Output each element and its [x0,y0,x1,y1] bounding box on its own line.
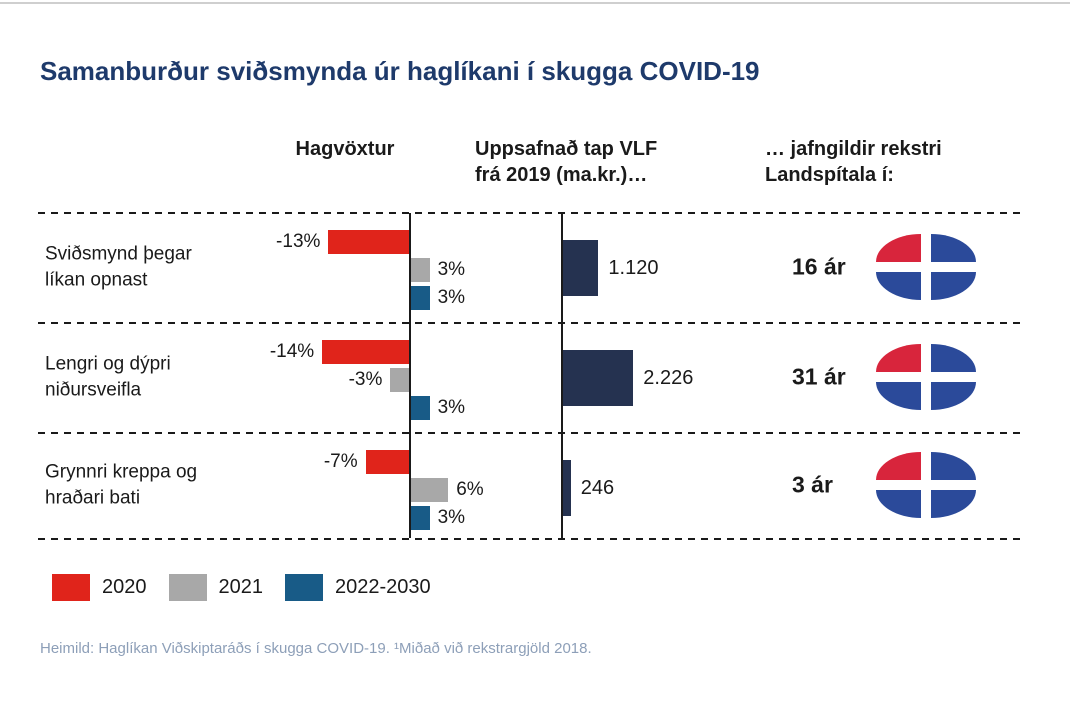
growth-value-2021: 6% [456,479,484,500]
growth-value-2021: -3% [348,369,383,390]
legend-item-2022-2030: 2022-2030 [285,574,431,601]
growth-bar-2022-2030 [411,506,430,530]
growth-bar-group-2021: 3% [411,258,465,282]
growth-value-2020: -13% [276,231,321,252]
legend-label: 2022-2030 [335,576,431,598]
growth-bar-2022-2030 [411,396,430,420]
growth-bar-2021 [411,258,430,282]
growth-bar-2021 [411,478,449,502]
logo-petal-blue-icon [931,272,976,300]
loss-bar [563,350,634,406]
legend-swatch-blue [285,574,323,601]
dashed-separator [38,322,1022,324]
column-header-equivalent: … jafngildir rekstri Landspítala í: [765,138,942,186]
equivalent-years-value: 31 ár [792,363,846,390]
dashed-separator [38,432,1022,434]
growth-bar-group-2021: 6% [411,478,484,502]
logo-petal-blue-icon [876,490,921,518]
growth-value-2022-2030: 3% [437,287,466,308]
growth-value-2020: -14% [269,341,315,362]
legend-swatch-red [52,574,90,601]
growth-bar-2021 [390,368,409,392]
dashed-separator [38,212,1022,214]
logo-petal-red-icon [876,234,921,262]
legend-item-2021: 2021 [168,574,264,601]
legend-item-2020: 2020 [52,574,147,601]
loss-value: 2.226 [643,366,694,389]
scenario-row-2: Lengri og dýpri niðursveifla -14% -3% 3%… [0,322,1070,432]
loss-value: 246 [580,476,615,499]
dashed-separator [38,538,1022,540]
top-divider [0,2,1070,4]
landspitali-logo [876,344,976,410]
scenario-label: Lengri og dýpri niðursveifla [45,353,171,400]
legend-label: 2020 [102,576,147,598]
growth-bar-group-2022-2030: 3% [411,396,465,420]
growth-value-2021: 3% [437,259,466,280]
loss-bar-group: 2.226 [563,350,693,406]
loss-bar [563,460,571,516]
logo-petal-red-icon [876,452,921,480]
logo-petal-blue-icon [931,452,976,480]
landspitali-logo [876,452,976,518]
logo-petal-blue-icon [876,382,921,410]
loss-value: 1.120 [608,256,659,279]
landspitali-logo [876,234,976,300]
growth-bar-2020 [328,230,409,254]
loss-bar-group: 246 [563,460,614,516]
scenario-row-3: Grynnri kreppa og hraðari bati -7% 6% 3%… [0,432,1070,538]
growth-bar-group-2022-2030: 3% [411,286,465,310]
scenario-row-1: Sviðsmynd þegar líkan opnast -13% 3% 3% … [0,212,1070,322]
growth-bar-group-2020: -7% [324,450,409,474]
logo-petal-red-icon [876,344,921,372]
logo-petal-blue-icon [931,490,976,518]
logo-petal-blue-icon [876,272,921,300]
scenario-label: Grynnri kreppa og hraðari bati [45,461,198,508]
growth-value-2020: -7% [323,451,358,472]
growth-bar-2022-2030 [411,286,430,310]
column-header-loss: Uppsafnað tap VLF frá 2019 (ma.kr.)… [475,138,658,186]
loss-bar-group: 1.120 [563,240,658,296]
growth-zero-axis [409,213,411,538]
loss-zero-axis [561,213,563,538]
scenario-label: Sviðsmynd þegar líkan opnast [45,243,192,290]
growth-bar-2020 [322,340,409,364]
equivalent-years-value: 3 ár [792,471,833,498]
growth-bar-group-2020: -13% [276,230,409,254]
growth-value-2022-2030: 3% [437,397,466,418]
equivalent-years-value: 16 ár [792,253,846,280]
growth-bar-group-2021: -3% [349,368,409,392]
legend-swatch-gray [168,574,207,601]
growth-value-2022-2030: 3% [437,507,466,528]
page-title: Samanburður sviðsmynda úr haglíkani í sk… [40,56,760,86]
logo-petal-blue-icon [931,234,976,262]
logo-petal-blue-icon [931,344,976,372]
legend: 2020 2021 2022-2030 [52,574,431,601]
growth-bar-2020 [365,450,409,474]
column-header-growth: Hagvöxtur [295,138,395,160]
growth-bar-group-2022-2030: 3% [411,506,465,530]
legend-label: 2021 [218,576,264,598]
source-note: Heimild: Haglíkan Viðskiptaráðs í skugga… [40,640,592,657]
logo-petal-blue-icon [931,382,976,410]
loss-bar [563,240,599,296]
growth-bar-group-2020: -14% [270,340,409,364]
